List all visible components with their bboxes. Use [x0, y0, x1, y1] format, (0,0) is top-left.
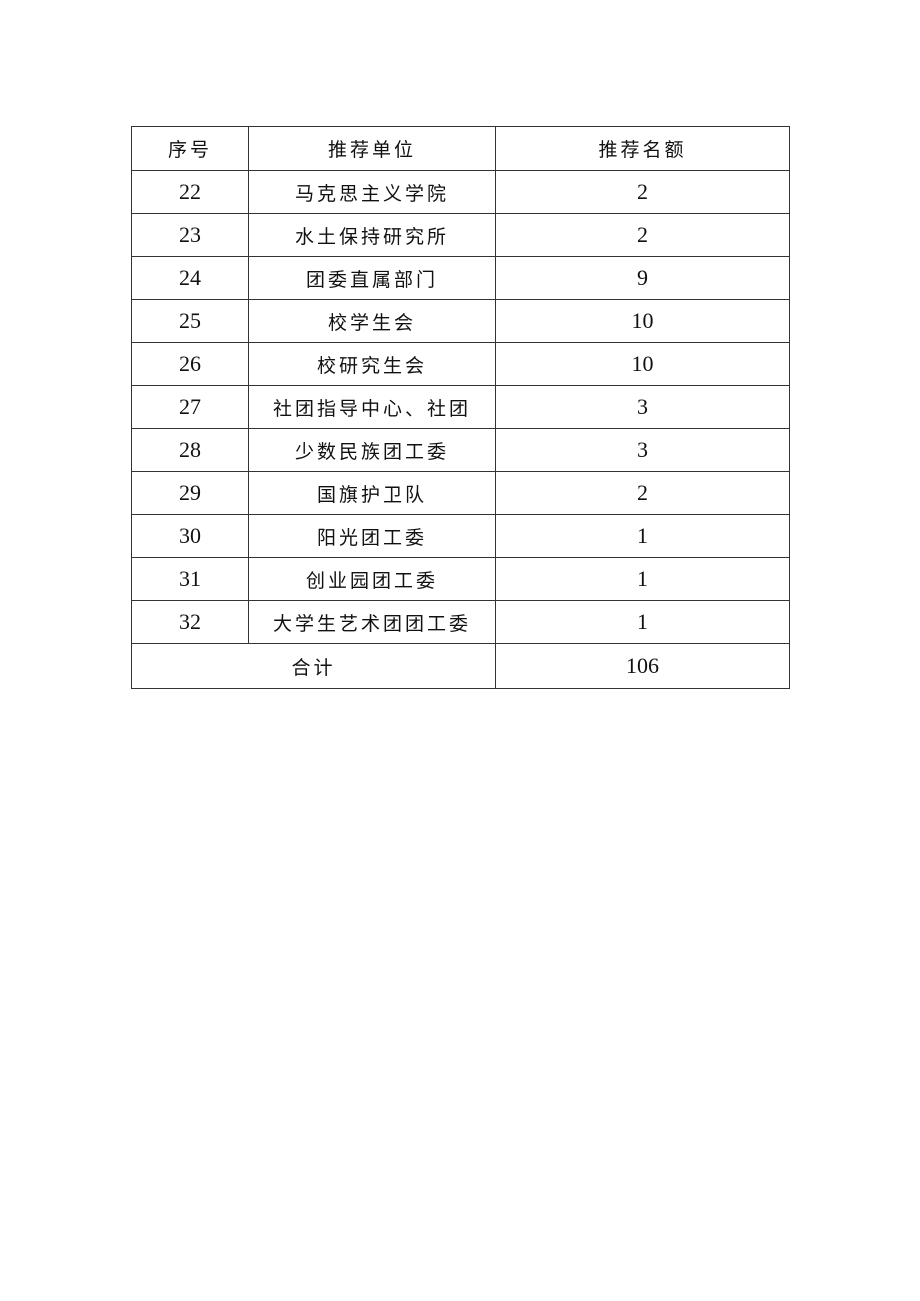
row-number: 26 — [131, 342, 249, 386]
table-row: 25 校学生会 10 — [131, 299, 790, 343]
header-quota: 推荐名额 — [495, 126, 790, 171]
row-unit: 社团指导中心、社团 — [248, 385, 496, 429]
row-unit: 少数民族团工委 — [248, 428, 496, 472]
row-number: 30 — [131, 514, 249, 558]
table-row: 22 马克思主义学院 2 — [131, 170, 790, 214]
row-quota: 1 — [495, 600, 790, 644]
table-row: 23 水土保持研究所 2 — [131, 213, 790, 257]
table-row: 24 团委直属部门 9 — [131, 256, 790, 300]
total-value: 106 — [495, 643, 790, 689]
row-quota: 2 — [495, 471, 790, 515]
table-row: 29 国旗护卫队 2 — [131, 471, 790, 515]
row-unit: 校学生会 — [248, 299, 496, 343]
table-row: 30 阳光团工委 1 — [131, 514, 790, 558]
row-number: 28 — [131, 428, 249, 472]
row-quota: 1 — [495, 557, 790, 601]
row-quota: 1 — [495, 514, 790, 558]
row-number: 25 — [131, 299, 249, 343]
table-row: 26 校研究生会 10 — [131, 342, 790, 386]
row-number: 27 — [131, 385, 249, 429]
row-unit: 大学生艺术团团工委 — [248, 600, 496, 644]
row-unit: 校研究生会 — [248, 342, 496, 386]
row-quota: 3 — [495, 428, 790, 472]
row-number: 23 — [131, 213, 249, 257]
row-number: 24 — [131, 256, 249, 300]
row-unit: 创业园团工委 — [248, 557, 496, 601]
row-unit: 国旗护卫队 — [248, 471, 496, 515]
total-label: 合计 — [131, 643, 496, 689]
row-number: 32 — [131, 600, 249, 644]
row-unit: 马克思主义学院 — [248, 170, 496, 214]
row-unit: 水土保持研究所 — [248, 213, 496, 257]
table-header-row: 序号 推荐单位 推荐名额 — [131, 126, 790, 171]
row-number: 29 — [131, 471, 249, 515]
header-no: 序号 — [131, 126, 249, 171]
total-row: 合计 106 — [131, 643, 790, 689]
table-row: 32 大学生艺术团团工委 1 — [131, 600, 790, 644]
row-quota: 3 — [495, 385, 790, 429]
table-row: 31 创业园团工委 1 — [131, 557, 790, 601]
row-number: 31 — [131, 557, 249, 601]
table-row: 27 社团指导中心、社团 3 — [131, 385, 790, 429]
row-unit: 阳光团工委 — [248, 514, 496, 558]
row-quota: 2 — [495, 170, 790, 214]
row-quota: 10 — [495, 342, 790, 386]
row-quota: 9 — [495, 256, 790, 300]
row-number: 22 — [131, 170, 249, 214]
quota-table: 序号 推荐单位 推荐名额 22 马克思主义学院 2 23 水土保持研究所 2 24 团委直属部… — [131, 126, 790, 689]
header-unit: 推荐单位 — [248, 126, 496, 171]
table-row: 28 少数民族团工委 3 — [131, 428, 790, 472]
row-unit: 团委直属部门 — [248, 256, 496, 300]
row-quota: 10 — [495, 299, 790, 343]
row-quota: 2 — [495, 213, 790, 257]
